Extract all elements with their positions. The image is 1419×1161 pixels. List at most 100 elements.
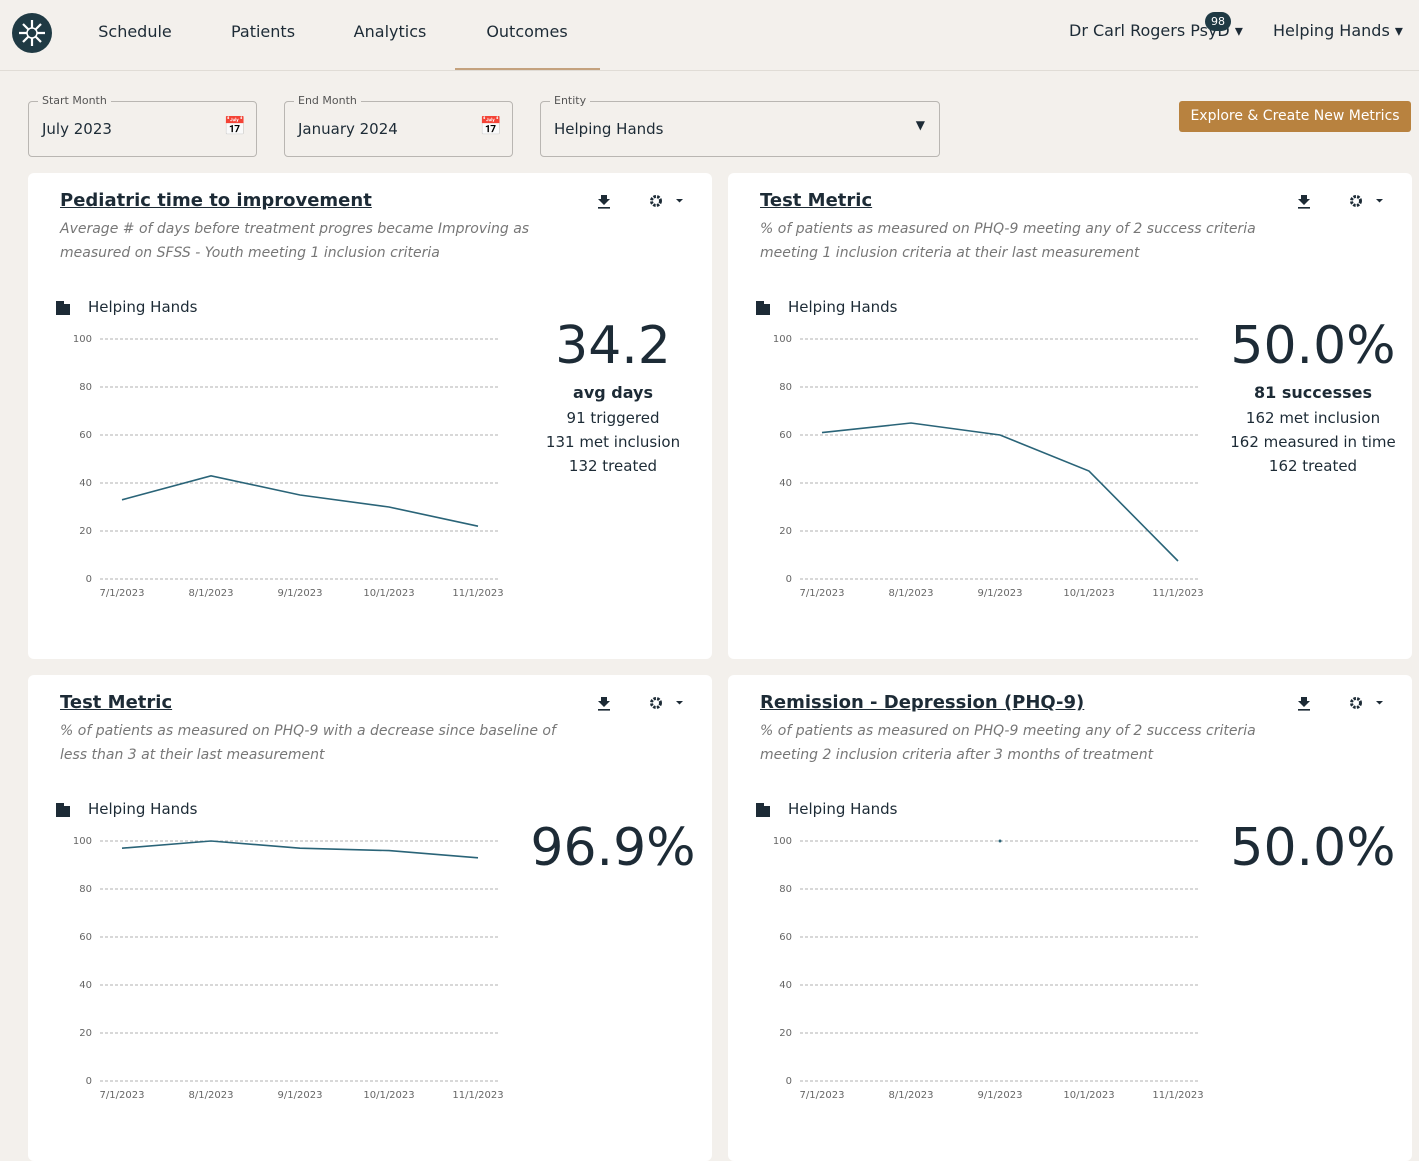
y-tick-label: 0 <box>86 1076 92 1087</box>
card-title[interactable]: Pediatric time to improvement <box>60 190 372 211</box>
org-menu[interactable]: Helping Hands ▾ <box>1273 21 1403 40</box>
x-tick-label: 10/1/2023 <box>363 1090 414 1101</box>
calendar-icon: 📅 <box>223 116 246 137</box>
start-month-field[interactable]: Start Month July 2023 📅 <box>28 94 257 157</box>
gear-icon <box>1350 195 1362 207</box>
card-title[interactable]: Test Metric <box>760 190 873 211</box>
icon-shape <box>756 803 770 817</box>
org-name: Helping Hands <box>1273 21 1390 40</box>
headline-value: 50.0% <box>1230 316 1396 376</box>
field-label: End Month <box>294 94 361 107</box>
x-tick-label: 8/1/2023 <box>189 588 234 599</box>
field-value: January 2024 <box>298 120 398 138</box>
nav-item[interactable]: Schedule <box>98 22 172 41</box>
field-label: Entity <box>550 94 591 107</box>
y-tick-label: 40 <box>779 980 792 991</box>
entity-name: Helping Hands <box>88 800 198 818</box>
stat-line: 131 met inclusion <box>545 433 681 451</box>
x-tick-label: 8/1/2023 <box>889 1090 934 1101</box>
download-icon[interactable] <box>598 697 610 711</box>
x-tick-label: 9/1/2023 <box>978 1090 1023 1101</box>
field-value: Helping Hands <box>554 120 664 138</box>
y-tick-label: 100 <box>73 836 92 847</box>
card-description: Average # of days before treatment progr… <box>60 221 530 261</box>
user-name: Dr Carl Rogers PsyD <box>1069 21 1230 40</box>
metric-card: Remission - Depression (PHQ-9) % of patie… <box>728 675 1412 1161</box>
icon-shape <box>1298 195 1310 209</box>
field-value: July 2023 <box>42 120 112 138</box>
icon-shape <box>56 301 70 315</box>
data-line <box>121 474 479 527</box>
icon-shape <box>1298 697 1310 711</box>
download-icon[interactable] <box>598 195 610 209</box>
caret <box>1376 199 1383 203</box>
card-description: % of patients as measured on PHQ-9 meeti… <box>760 221 1256 261</box>
building-icon <box>756 301 770 315</box>
entity-field[interactable]: Entity Helping Hands ▼ <box>540 94 940 157</box>
stat-line: 162 treated <box>1268 457 1358 475</box>
y-tick-label: 20 <box>79 526 92 537</box>
card-title[interactable]: Remission - Depression (PHQ-9) <box>760 692 1085 713</box>
metric-card: Test Metric % of patients as measured on … <box>728 173 1412 659</box>
x-tick-label: 10/1/2023 <box>363 588 414 599</box>
nav-item[interactable]: Patients <box>230 22 296 41</box>
data-point <box>998 839 1002 843</box>
x-tick-label: 11/1/2023 <box>1152 588 1203 599</box>
stat-line: avg days <box>573 383 653 402</box>
card-graphics: 0 20 40 60 80 100 7/1/2023 8/1/2023 9/1/2023 10/1… <box>56 195 684 599</box>
y-tick-label: 100 <box>73 334 92 345</box>
y-tick-label: 0 <box>786 1076 792 1087</box>
x-tick-label: 9/1/2023 <box>978 588 1023 599</box>
settings-menu[interactable] <box>650 697 684 709</box>
nav-item[interactable]: Outcomes <box>486 22 568 41</box>
y-tick-label: 0 <box>786 574 792 585</box>
icon-shape <box>756 301 770 315</box>
settings-menu[interactable] <box>650 195 684 207</box>
stat-line: 162 measured in time <box>1230 433 1396 451</box>
icon-shape <box>598 195 610 209</box>
end-month-field[interactable]: End Month January 2024 📅 <box>284 94 513 157</box>
y-tick-label: 60 <box>779 430 792 441</box>
icon-shape <box>598 697 610 711</box>
stat-line: 81 successes <box>1254 383 1372 402</box>
metric-card: Test Metric % of patients as measured on … <box>28 675 712 1161</box>
download-icon[interactable] <box>1298 195 1310 209</box>
headline-value: 34.2 <box>555 316 671 376</box>
y-tick-label: 40 <box>779 478 792 489</box>
data-line <box>121 840 479 859</box>
x-tick-label: 10/1/2023 <box>1063 588 1114 599</box>
explore-button[interactable]: Explore & Create New Metrics <box>1179 101 1411 132</box>
stat-line: 132 treated <box>568 457 658 475</box>
building-icon <box>56 803 70 817</box>
settings-menu[interactable] <box>1350 697 1384 709</box>
gear-icon <box>650 195 662 207</box>
y-tick-label: 20 <box>79 1028 92 1039</box>
x-tick-label: 9/1/2023 <box>278 1090 323 1101</box>
gear-icon <box>650 697 662 709</box>
x-tick-label: 7/1/2023 <box>100 588 145 599</box>
x-tick-label: 11/1/2023 <box>452 1090 503 1101</box>
y-tick-label: 100 <box>773 836 792 847</box>
user-menu[interactable]: Dr Carl Rogers PsyD ▾ <box>1069 21 1243 40</box>
building-icon <box>56 301 70 315</box>
page: Schedule Patients Analytics Outcomes Dr … <box>0 12 1419 1161</box>
data-line <box>821 422 1179 562</box>
card-title[interactable]: Test Metric <box>60 692 173 713</box>
settings-menu[interactable] <box>1350 195 1384 207</box>
x-tick-label: 8/1/2023 <box>189 1090 234 1101</box>
x-tick-label: 7/1/2023 <box>100 1090 145 1101</box>
notification-badge[interactable]: 98 <box>1205 12 1231 31</box>
entity-name: Helping Hands <box>788 800 898 818</box>
metric-card: Pediatric time to improvement Average # o… <box>28 173 712 659</box>
dropdown-caret: ▼ <box>915 118 925 132</box>
entity-name: Helping Hands <box>788 298 898 316</box>
nav-item[interactable]: Analytics <box>353 22 427 41</box>
calendar-icon: 📅 <box>479 116 502 137</box>
gear-icon <box>1350 697 1362 709</box>
caret <box>1376 701 1383 705</box>
card-graphics: 0 20 40 60 80 100 7/1/2023 8/1/2023 9/1/2023 10/1… <box>56 697 684 1101</box>
x-tick-label: 10/1/2023 <box>1063 1090 1114 1101</box>
download-icon[interactable] <box>1298 697 1310 711</box>
y-tick-label: 60 <box>79 932 92 943</box>
logo[interactable] <box>11 12 53 54</box>
